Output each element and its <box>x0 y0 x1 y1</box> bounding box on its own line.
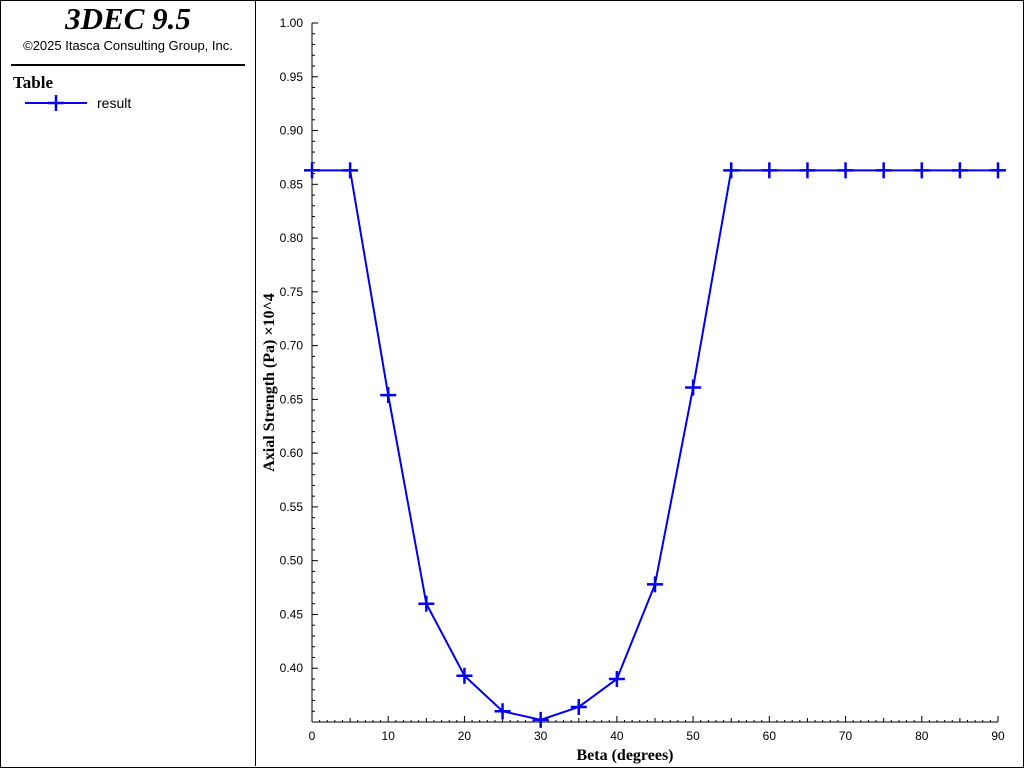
y-tick-label: 0.80 <box>280 231 304 245</box>
data-point-plus-marker <box>532 711 549 728</box>
title-divider <box>11 64 245 66</box>
x-tick-label: 80 <box>915 729 929 743</box>
y-tick-label: 0.40 <box>280 661 304 675</box>
y-tick-label: 0.90 <box>280 124 304 138</box>
data-point-plus-marker <box>418 595 435 612</box>
x-tick-label: 70 <box>839 729 853 743</box>
data-point-plus-marker <box>647 576 663 593</box>
y-tick-label: 0.45 <box>280 607 304 621</box>
chart-plot-area[interactable]: 0.40 0.45 0.50 0.55 0.60 0.65 0.70 0.75 0.80 0.85… <box>257 1 1022 766</box>
data-point-plus-marker <box>837 162 854 179</box>
x-tick-label: 50 <box>686 729 700 743</box>
y-tick-label: 0.95 <box>280 70 304 84</box>
x-axis-title: Beta (degrees) <box>577 747 674 764</box>
data-point-plus-marker <box>304 162 320 179</box>
x-tick-label: 90 <box>991 729 1005 743</box>
x-tick-label: 20 <box>458 729 472 743</box>
y-axis-title: Axial Strength (Pa) ×10^4 <box>261 293 278 472</box>
data-point-plus-marker <box>990 162 1006 179</box>
data-point-plus-marker <box>761 162 778 179</box>
data-point-plus-marker <box>913 162 930 179</box>
data-point-plus-marker <box>456 667 473 684</box>
y-tick-label: 0.75 <box>280 285 304 299</box>
data-point-plus-marker <box>685 379 702 396</box>
data-point-plus-marker <box>875 162 892 179</box>
y-tick-label: 0.60 <box>280 446 304 460</box>
x-tick-label: 0 <box>309 729 316 743</box>
data-point-plus-marker <box>570 698 587 715</box>
y-tick-label: 0.70 <box>280 339 304 353</box>
x-tick-label: 40 <box>610 729 624 743</box>
legend-line-plus-icon <box>25 95 87 111</box>
data-point-plus-marker <box>608 670 625 687</box>
data-point-plus-marker <box>494 703 511 720</box>
y-tick-label: 0.50 <box>280 554 304 568</box>
y-tick-label: 0.85 <box>280 177 304 191</box>
legend-heading: Table <box>13 73 54 92</box>
data-point-plus-marker <box>723 162 740 179</box>
series-line-result <box>312 169 998 721</box>
app-title: 3DEC 9.5 <box>65 1 191 36</box>
y-tick-label: 0.55 <box>280 500 304 514</box>
data-point-plus-marker <box>799 162 816 179</box>
x-tick-label: 30 <box>534 729 548 743</box>
x-tick-label: 10 <box>382 729 396 743</box>
data-point-plus-marker <box>342 162 359 179</box>
data-point-plus-marker <box>380 387 397 404</box>
legend-entry-result[interactable]: result <box>23 92 223 114</box>
legend-panel: 3DEC 9.5 ©2025 Itasca Consulting Group, … <box>1 1 256 766</box>
legend-label: result <box>97 95 132 111</box>
copyright-text: ©2025 Itasca Consulting Group, Inc. <box>23 38 233 53</box>
y-tick-label: 1.00 <box>280 16 304 30</box>
x-tick-label: 60 <box>763 729 777 743</box>
y-tick-label: 0.65 <box>280 392 304 406</box>
data-point-plus-marker <box>951 162 968 179</box>
